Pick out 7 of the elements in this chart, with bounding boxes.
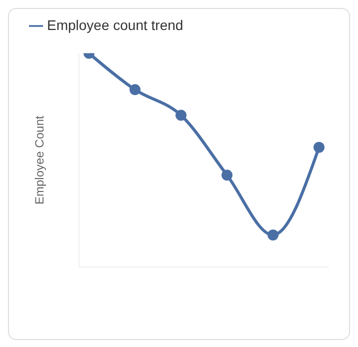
point <box>176 110 186 121</box>
point <box>314 142 324 153</box>
point <box>222 170 232 181</box>
legend-label: Employee count trend <box>47 17 184 33</box>
point <box>130 84 140 96</box>
y-axis-title: Employee Count <box>32 115 46 205</box>
point <box>268 229 278 240</box>
